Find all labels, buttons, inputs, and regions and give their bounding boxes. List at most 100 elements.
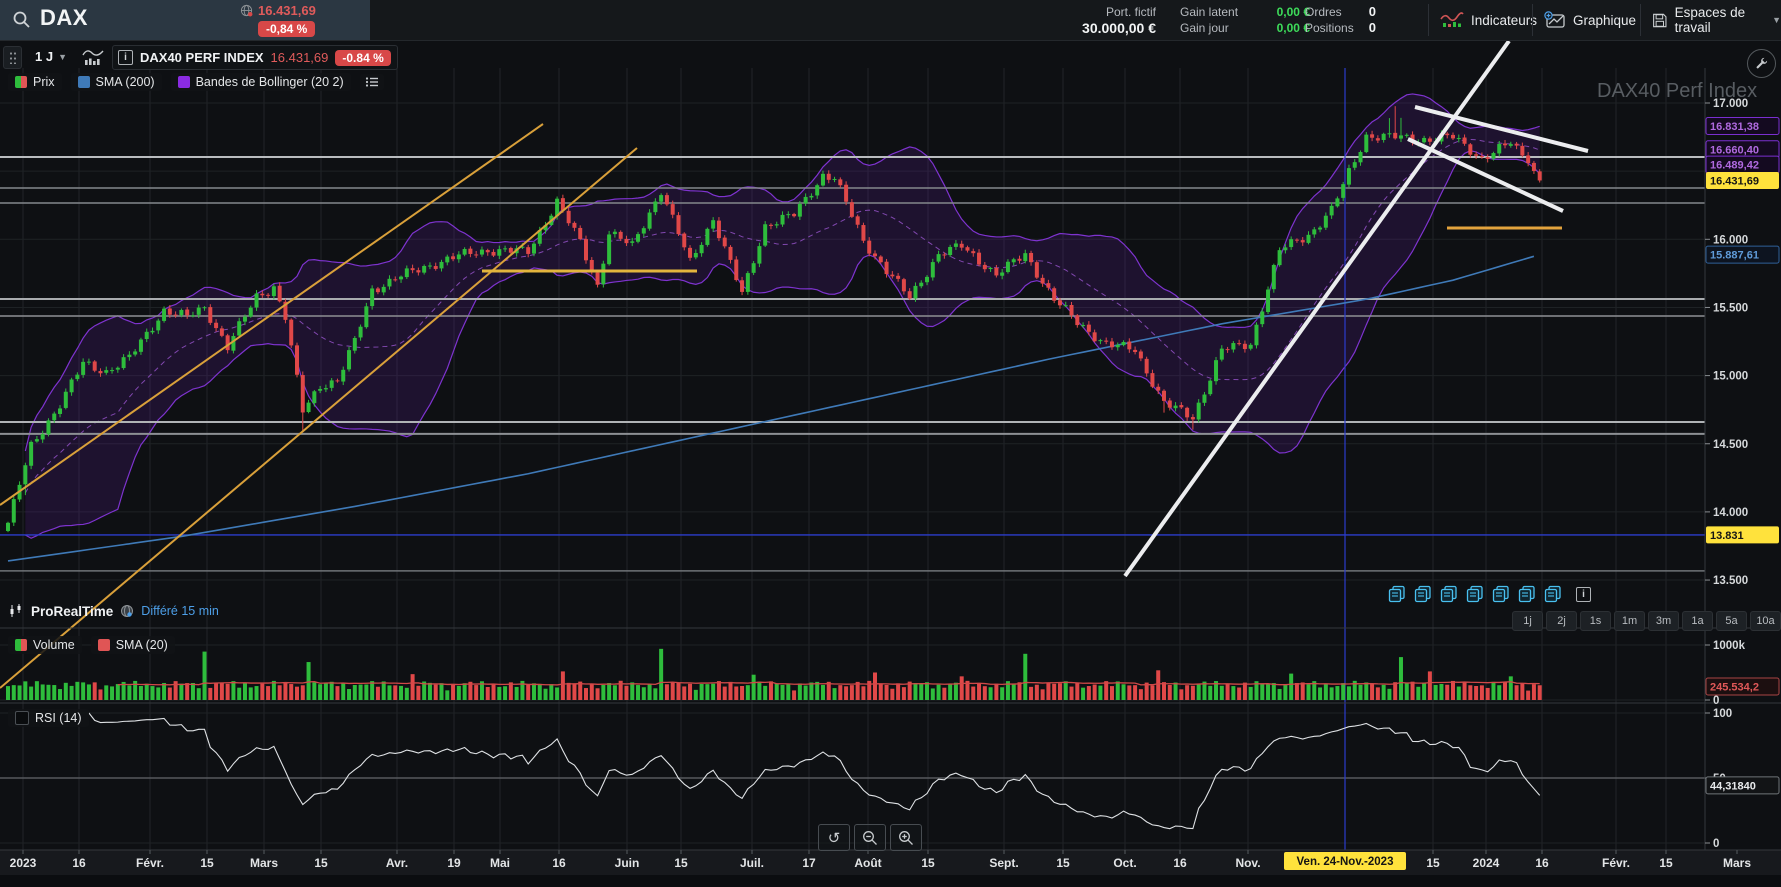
reset-zoom-button[interactable]: ↺ [818,824,850,851]
volume-swatch-icon [15,639,27,651]
legend-list-button[interactable] [359,74,384,90]
drag-handle[interactable] [3,46,22,69]
timeframe-value: 1 J [35,49,54,64]
divider [1640,4,1641,36]
rsi-swatch-icon [15,711,29,725]
info-icon[interactable]: i [118,50,133,65]
range-button-1s[interactable]: 1s [1580,611,1611,631]
chart-canvas[interactable]: 17.000 16.000 15.500 15.000 14.500 14.000 13.5… [0,40,1781,887]
provider-name: ProRealTime [31,603,114,619]
chart-button[interactable]: Graphique [1544,0,1636,40]
chart-type-icon [82,49,104,65]
svg-text:2023: 2023 [10,856,37,870]
range-button-1a[interactable]: 1a [1682,611,1713,631]
svg-text:16.431,69: 16.431,69 [1710,175,1759,187]
legend-price[interactable]: Prix [8,73,62,91]
positions-value: 0 [1368,20,1376,35]
zoom-out-button[interactable] [854,824,886,851]
quote-last-price: 16.431,69 [258,3,316,18]
range-button-10a[interactable]: 10a [1750,611,1781,631]
rsi-legend: RSI (14) [8,709,89,727]
list-icon [365,77,378,87]
legend-volume-sma[interactable]: SMA (20) [90,636,175,654]
white-trendline [1407,137,1564,213]
legend-volume[interactable]: Volume [8,636,82,654]
axis-settings-button[interactable] [1747,49,1776,78]
range-button-3m[interactable]: 3m [1648,611,1679,631]
svg-text:15: 15 [314,856,328,870]
badge-bollinger-upper: 16.831,38 [1705,116,1780,135]
timeframe-dropdown[interactable]: 1 J ▼ [27,45,75,68]
white-trendline [1414,105,1589,153]
svg-text:16.489,42: 16.489,42 [1710,160,1759,172]
duplicate-chart-icon[interactable] [1492,585,1510,603]
range-button-1j[interactable]: 1j [1512,611,1543,631]
legend-rsi[interactable]: RSI (14) [8,709,89,727]
instrument-name: DAX40 PERF INDEX [140,50,264,65]
gain-jour-label: Gain jour [1180,21,1229,35]
badge-bollinger-mid: 16.660,40 [1705,140,1780,159]
portfolio-label: Port. fictif [1105,5,1156,19]
instrument-change-badge: -0.84 % [335,49,391,66]
duplicate-chart-icon[interactable] [1388,585,1406,603]
svg-text:13.500: 13.500 [1713,575,1748,587]
sma-swatch-icon [77,76,90,88]
range-button-5a[interactable]: 5a [1716,611,1747,631]
duplicate-chart-icon[interactable] [1414,585,1432,603]
svg-text:15: 15 [1426,856,1440,870]
svg-text:44,31840: 44,31840 [1710,780,1756,792]
legend-sma200[interactable]: SMA (200) [70,73,162,91]
duplicate-chart-icon[interactable] [1440,585,1458,603]
legend-sma-label: SMA (200) [95,75,155,89]
svg-text:Juil.: Juil. [740,856,764,870]
chart-background [0,40,1781,887]
svg-text:Oct.: Oct. [1113,856,1136,870]
duplicate-chart-icon[interactable] [1466,585,1484,603]
legend-price-label: Prix [33,75,55,89]
svg-text:Ven. 24-Nov.-2023: Ven. 24-Nov.-2023 [1297,856,1394,868]
instrument-search-box[interactable]: DAX 16.431,69 -0,84 % [0,0,370,40]
badge-last-price: 16.431,69 [1706,171,1779,189]
legend-bollinger[interactable]: Bandes de Bollinger (20 2) [170,73,351,91]
data-delay-note: Différé 15 min [141,604,219,618]
svg-text:15: 15 [1056,856,1070,870]
chevron-down-icon: ▼ [58,51,67,62]
indicators-button[interactable]: Indicateurs [1440,0,1537,40]
price-swatch-icon [15,76,27,88]
zoom-controls: ↺ [818,824,922,851]
volume-sma-line [117,680,1540,686]
info-icon[interactable]: i [1576,586,1591,602]
legend-volume-sma-label: SMA (20) [115,638,168,652]
range-button-2j[interactable]: 2j [1546,611,1577,631]
orders-value: 0 [1368,4,1376,19]
indicators-icon [1440,12,1464,27]
range-button-1m[interactable]: 1m [1614,611,1645,631]
workspaces-button[interactable]: Espaces de travail ▼ [1652,0,1781,40]
svg-text:245.534,2: 245.534,2 [1710,681,1759,693]
zoom-in-button[interactable] [890,824,922,851]
sma200-line [7,255,1535,562]
svg-text:Avr.: Avr. [386,856,408,870]
grip-dots-icon [8,51,17,64]
svg-text:15.000: 15.000 [1713,371,1748,383]
search-icon [13,11,30,28]
duplicate-chart-icon[interactable] [1518,585,1536,603]
chart-type-button[interactable] [80,45,106,68]
svg-text:2024: 2024 [1473,856,1500,870]
quote-change-badge: -0,84 % [258,21,316,37]
badge-volume-sma: 245.534,2 [1705,677,1780,696]
svg-text:1000k: 1000k [1713,640,1746,652]
bollinger-swatch-icon [177,76,190,88]
svg-text:100: 100 [1713,708,1732,720]
rsi-line [88,712,1541,830]
svg-text:16.000: 16.000 [1713,234,1748,246]
svg-text:17: 17 [802,856,816,870]
svg-text:14.000: 14.000 [1713,507,1748,519]
svg-text:Mars: Mars [1723,856,1751,870]
instrument-chip[interactable]: i DAX40 PERF INDEX 16.431,69 -0.84 % [112,45,398,70]
globe-icon [121,605,134,617]
symbol-title: DAX [40,5,88,30]
chart-plus-icon [1544,11,1565,28]
duplicate-chart-icon[interactable] [1544,585,1562,603]
